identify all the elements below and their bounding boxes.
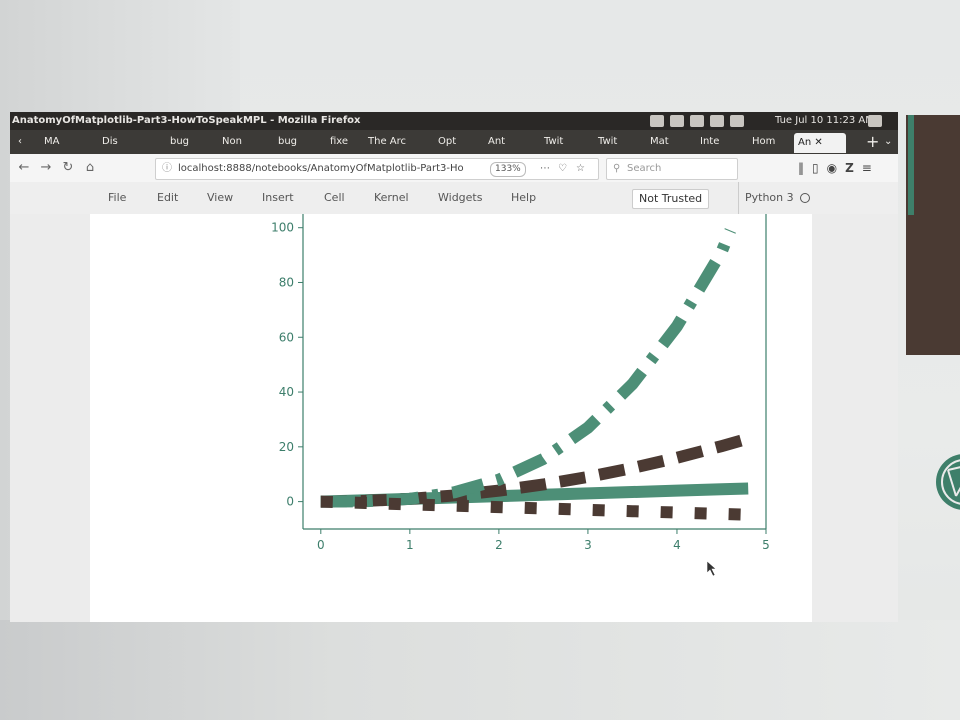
grid-icon[interactable] [670,115,684,127]
desktop-side-panel [906,115,960,355]
jupyter-logo-partial [936,454,960,510]
x-tick-label: 1 [406,538,414,552]
system-tray-right [868,112,882,127]
y-tick-label: 20 [279,440,294,454]
x-tick-label: 5 [762,538,770,552]
notebook-menubar: File Edit View Insert Cell Kernel Widget… [10,182,898,214]
panel-accent-strip [908,115,914,215]
zoom-level[interactable]: 133% [490,162,526,177]
browser-tab[interactable]: Dis [102,136,118,147]
menu-icon[interactable]: ≡ [861,161,872,175]
browser-tab[interactable]: bug [170,136,190,147]
search-icon: ⚲ [613,163,621,174]
x-tick-label: 3 [584,538,592,552]
library-icon[interactable]: ‖ [798,161,804,175]
page-actions-icon[interactable]: ⋯ [540,163,550,174]
browser-toolbar: ← → ↻ ⌂ ⓘ localhost:8888/notebooks/Anato… [10,154,898,183]
system-tray [650,112,744,127]
language-icon[interactable] [710,115,724,127]
x-tick-label: 2 [495,538,503,552]
series-line-dotted [320,495,749,521]
close-tab-icon[interactable]: ✕ [814,137,823,148]
kernel-name[interactable]: Python 3 [738,182,794,214]
wifi-icon[interactable] [690,115,704,127]
sidebar-icon[interactable]: ▯ [812,161,819,175]
screen-capture: AnatomyOfMatplotlib-Part3-HowToSpeakMPL … [10,112,898,622]
new-tab-icon[interactable]: + [866,132,880,151]
menu-help[interactable]: Help [511,191,537,204]
browser-tab[interactable]: Opt [438,136,457,147]
browser-tab[interactable]: Twit [544,136,564,147]
bookmark-star-icon[interactable]: ☆ [576,163,585,174]
x-tick-label: 0 [317,538,325,552]
menu-view[interactable]: View [207,191,234,204]
browser-tab-strip: ‹ MA Dis bug Non bug fixe The Arc Opt An… [10,130,898,154]
system-top-bar: AnatomyOfMatplotlib-Part3-HowToSpeakMPL … [10,112,898,130]
x-tick-label: 4 [673,538,681,552]
y-tick-label: 80 [279,275,294,289]
notebook-page: 0 20 40 60 80 100 0 1 2 3 4 5 [90,214,812,622]
line-chart: 0 20 40 60 80 100 0 1 2 3 4 5 [271,214,770,577]
browser-tab[interactable]: bug [278,136,298,147]
y-tick-label: 60 [279,330,294,344]
menu-cell[interactable]: Cell [324,191,345,204]
browser-tab[interactable]: MA [44,136,60,147]
mouse-cursor-icon [706,560,717,577]
url-bar[interactable]: ⓘ localhost:8888/notebooks/AnatomyOfMatp… [155,158,599,180]
browser-tab[interactable]: Hom [752,136,776,147]
site-info-icon[interactable]: ⓘ [162,163,172,174]
search-input[interactable]: ⚲ Search [606,158,738,180]
kernel-status-icon [800,193,810,203]
home-icon[interactable]: ⌂ [85,160,95,175]
menu-widgets[interactable]: Widgets [438,191,483,204]
shield-icon[interactable] [650,115,664,127]
y-tick-label: 40 [279,385,294,399]
system-clock[interactable]: Tue Jul 10 11:23 AM [775,115,874,126]
y-tick-label: 100 [271,221,294,235]
browser-tab[interactable]: Inte [700,136,720,147]
window-title: AnatomyOfMatplotlib-Part3-HowToSpeakMPL … [12,115,361,126]
tabs-overflow-icon[interactable]: ⌄ [884,136,893,147]
browser-tab[interactable]: Non [222,136,242,147]
browser-tab[interactable]: Twit [598,136,618,147]
menu-file[interactable]: File [108,191,127,204]
series-line-dashed [320,432,750,508]
search-placeholder: Search [627,163,662,174]
desktop-background-bottom [0,620,960,720]
volume-icon[interactable] [730,115,744,127]
forward-icon[interactable]: → [40,160,52,175]
series-line-dashdot [320,228,736,508]
url-text[interactable]: localhost:8888/notebooks/AnatomyOfMatplo… [178,163,464,174]
back-icon[interactable]: ← [18,160,30,175]
menu-insert[interactable]: Insert [262,191,294,204]
not-trusted-button[interactable]: Not Trusted [632,189,710,209]
user-icon[interactable] [868,115,882,127]
reload-icon[interactable]: ↻ [62,160,74,175]
browser-tab[interactable]: Mat [650,136,669,147]
browser-tab-active[interactable]: An ✕ [794,133,846,153]
toolbar-right-buttons: ‖ ▯ ◉ Z ≡ [798,158,872,178]
menu-edit[interactable]: Edit [157,191,179,204]
zotero-icon[interactable]: Z [845,161,854,175]
browser-tab[interactable]: Ant [488,136,506,147]
browser-tab[interactable]: fixe [330,136,349,147]
menu-kernel[interactable]: Kernel [374,191,409,204]
back-tabs-icon[interactable]: ‹ [18,136,22,147]
y-tick-label: 0 [286,495,294,509]
active-tab-label: An [798,137,812,148]
extension-icon[interactable]: ◉ [826,161,838,175]
pocket-icon[interactable]: ♡ [558,163,567,174]
browser-tab[interactable]: The Arc [368,136,407,147]
